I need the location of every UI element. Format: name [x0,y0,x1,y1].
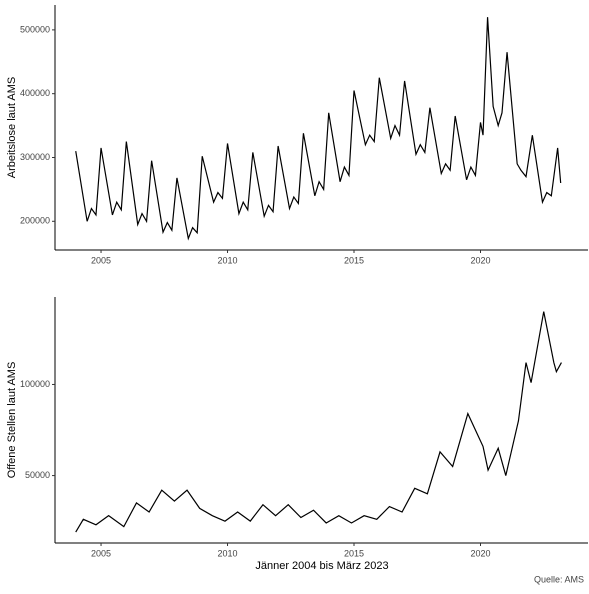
y-tick-label: 50000 [25,470,50,480]
y-tick-label: 500000 [20,24,50,34]
x-tick-label: 2015 [344,255,364,265]
y-tick-label: 200000 [20,216,50,226]
x-tick-label: 2020 [470,548,490,558]
x-tick-label: 2005 [91,255,111,265]
y-tick-label: 300000 [20,152,50,162]
y-axis-label: Offene Stellen laut AMS [6,362,18,479]
x-axis-label: Jänner 2004 bis März 2023 [255,560,388,572]
y-axis-label: Arbeitslose laut AMS [6,77,18,179]
x-tick-label: 2010 [218,548,238,558]
caption: Quelle: AMS [534,574,584,584]
x-tick-label: 2015 [344,548,364,558]
x-tick-label: 2010 [218,255,238,265]
x-tick-label: 2020 [470,255,490,265]
data-line [75,311,562,533]
x-tick-label: 2005 [91,548,111,558]
y-tick-label: 400000 [20,88,50,98]
data-line [75,17,562,241]
y-tick-label: 100000 [20,379,50,389]
